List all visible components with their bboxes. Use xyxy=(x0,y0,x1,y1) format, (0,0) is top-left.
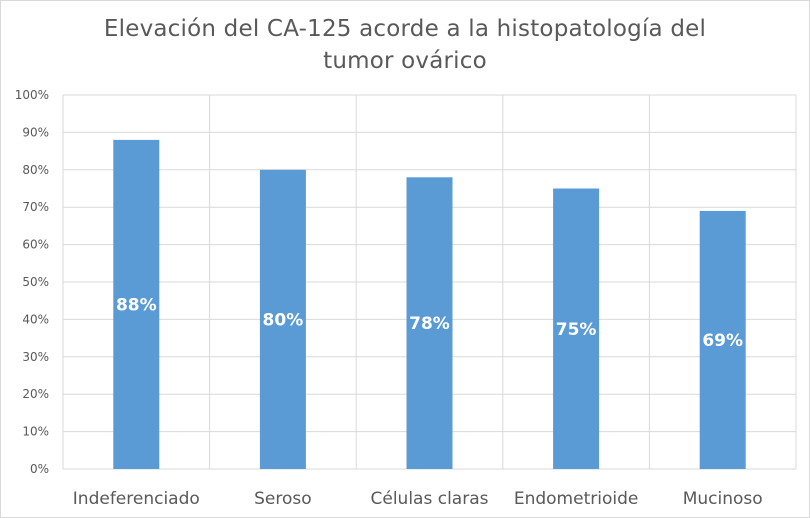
y-tick-label: 100% xyxy=(15,88,49,102)
data-label: 69% xyxy=(702,331,743,351)
y-tick-label: 0% xyxy=(30,462,49,476)
x-tick-label: Indeferenciado xyxy=(73,489,200,509)
y-tick-label: 90% xyxy=(22,125,49,139)
data-label: 80% xyxy=(263,310,304,330)
data-label: 78% xyxy=(409,314,450,334)
y-tick-label: 60% xyxy=(22,238,49,252)
y-tick-label: 70% xyxy=(22,200,49,214)
y-tick-label: 30% xyxy=(22,350,49,364)
bar xyxy=(699,210,746,469)
bar xyxy=(113,139,160,469)
data-label: 88% xyxy=(116,295,157,315)
x-tick-label: Mucinoso xyxy=(683,489,763,509)
chart-title-line-2: tumor ovárico xyxy=(323,48,487,74)
bar xyxy=(406,177,453,469)
y-tick-label: 80% xyxy=(22,163,49,177)
chart-title: Elevación del CA-125 acorde a la histopa… xyxy=(1,13,809,77)
x-tick-label: Endometrioide xyxy=(514,489,638,509)
bar xyxy=(259,169,306,470)
y-tick-label: 10% xyxy=(22,425,49,439)
x-tick-label: Seroso xyxy=(254,489,312,509)
y-tick-label: 40% xyxy=(22,312,49,326)
chart-title-line-1: Elevación del CA-125 acorde a la histopa… xyxy=(103,16,707,42)
y-tick-label: 50% xyxy=(22,275,49,289)
x-tick-label: Células claras xyxy=(371,489,489,509)
data-label: 75% xyxy=(556,320,597,340)
y-tick-label: 20% xyxy=(22,387,49,401)
bar xyxy=(553,188,600,469)
